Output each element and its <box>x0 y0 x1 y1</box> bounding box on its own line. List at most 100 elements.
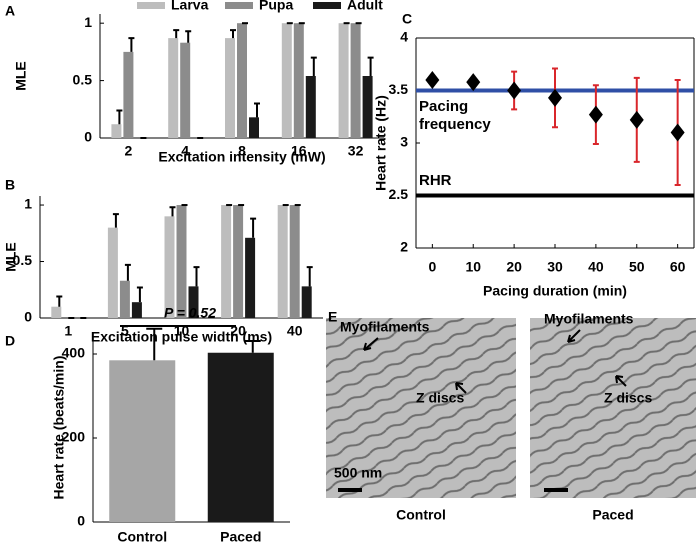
error-bar <box>367 56 374 76</box>
x-tick-label: 2 <box>125 143 133 159</box>
reference-label: Pacing frequency <box>419 97 491 133</box>
y-axis-label: Heart rate (beats/min) <box>51 356 67 500</box>
scale-label: 500 nm <box>334 465 382 481</box>
bar <box>289 205 300 318</box>
error-bar <box>173 29 180 39</box>
bar <box>249 117 259 138</box>
bar <box>225 38 235 138</box>
x-axis-label: Pacing duration (min) <box>483 283 627 299</box>
bar <box>277 205 288 318</box>
error-bar <box>124 263 131 281</box>
x-tick-label: 20 <box>506 259 522 275</box>
y-tick-label: 4 <box>400 29 408 45</box>
error-bar <box>146 327 163 361</box>
y-tick-label: 0.5 <box>13 252 33 268</box>
error-bar <box>306 266 313 287</box>
point <box>588 105 603 124</box>
bar <box>51 306 62 318</box>
bar <box>180 42 191 138</box>
micrograph <box>326 318 516 498</box>
bar <box>338 23 349 139</box>
y-tick-label: 0 <box>84 129 92 145</box>
y-tick-label: 2 <box>400 239 408 255</box>
x-tick-label: 60 <box>670 259 686 275</box>
reference-label: RHR <box>419 171 452 189</box>
x-tick-label: 4 <box>181 143 189 159</box>
legend-swatch <box>225 2 253 9</box>
bar <box>207 352 274 522</box>
y-tick-label: 400 <box>62 345 86 361</box>
error-bar <box>244 339 261 353</box>
legend-label: Adult <box>347 0 383 13</box>
x-tick-label: Paced <box>220 529 261 545</box>
error-bar <box>254 102 260 118</box>
image-label: Myofilaments <box>340 319 430 335</box>
y-tick-label: 3 <box>400 134 408 150</box>
bar <box>233 205 244 318</box>
image-label: Z discs <box>416 390 464 406</box>
x-tick-label: 16 <box>291 143 307 159</box>
y-axis-label: MLE <box>13 61 29 91</box>
image-caption: Paced <box>592 507 633 523</box>
bar <box>293 23 304 139</box>
error-bar <box>128 37 135 52</box>
x-tick-label: 40 <box>287 323 303 339</box>
x-axis-label: Excitation pulse width (ms) <box>91 329 272 345</box>
legend-label: Pupa <box>259 0 293 13</box>
x-tick-label: 50 <box>629 259 645 275</box>
x-tick-label: 32 <box>348 143 364 159</box>
bar <box>119 280 130 318</box>
y-tick-label: 2.5 <box>389 186 409 202</box>
bar <box>237 23 247 139</box>
error-bar <box>185 30 192 43</box>
legend-swatch <box>137 2 165 9</box>
bar <box>123 51 134 139</box>
panel-label: B <box>5 177 15 193</box>
image-label: Z discs <box>604 390 652 406</box>
arrow <box>363 337 379 351</box>
legend-swatch <box>313 2 341 9</box>
error-bar <box>169 206 176 217</box>
x-tick-label: 40 <box>588 259 604 275</box>
error-bar <box>310 56 317 76</box>
arrow <box>615 375 627 387</box>
annotation: P = 0.52 <box>164 305 216 321</box>
panel-label: D <box>5 333 15 349</box>
micrograph <box>530 318 696 498</box>
x-tick-label: 0 <box>428 259 436 275</box>
panel-label: C <box>402 11 412 27</box>
arrow <box>567 329 581 343</box>
y-axis-label: MLE <box>3 242 19 272</box>
error-bar <box>193 266 200 287</box>
bar <box>188 286 199 318</box>
bar <box>350 23 361 139</box>
error-bar <box>56 295 63 307</box>
bar <box>301 286 312 318</box>
point <box>629 110 644 129</box>
x-tick-label: 10 <box>465 259 481 275</box>
point <box>466 73 481 92</box>
bar <box>109 360 176 522</box>
bar <box>164 216 175 318</box>
y-tick-label: 200 <box>62 429 86 445</box>
y-tick-label: 0.5 <box>73 71 93 87</box>
y-tick-label: 1 <box>84 14 92 30</box>
bar <box>305 76 316 138</box>
bar <box>168 38 179 138</box>
y-tick-label: 0 <box>77 513 85 529</box>
panel-label: A <box>5 3 15 19</box>
error-bar <box>116 109 123 125</box>
panel-label: E <box>328 309 337 325</box>
bar <box>362 76 373 138</box>
image-caption: Control <box>396 507 446 523</box>
error-bar <box>230 29 236 39</box>
x-tick-label: Control <box>117 529 167 545</box>
bar <box>107 227 118 318</box>
y-tick-label: 1 <box>24 196 32 212</box>
point <box>670 123 685 142</box>
error-bar <box>250 217 257 238</box>
error-bar <box>112 213 119 228</box>
point <box>507 81 522 100</box>
